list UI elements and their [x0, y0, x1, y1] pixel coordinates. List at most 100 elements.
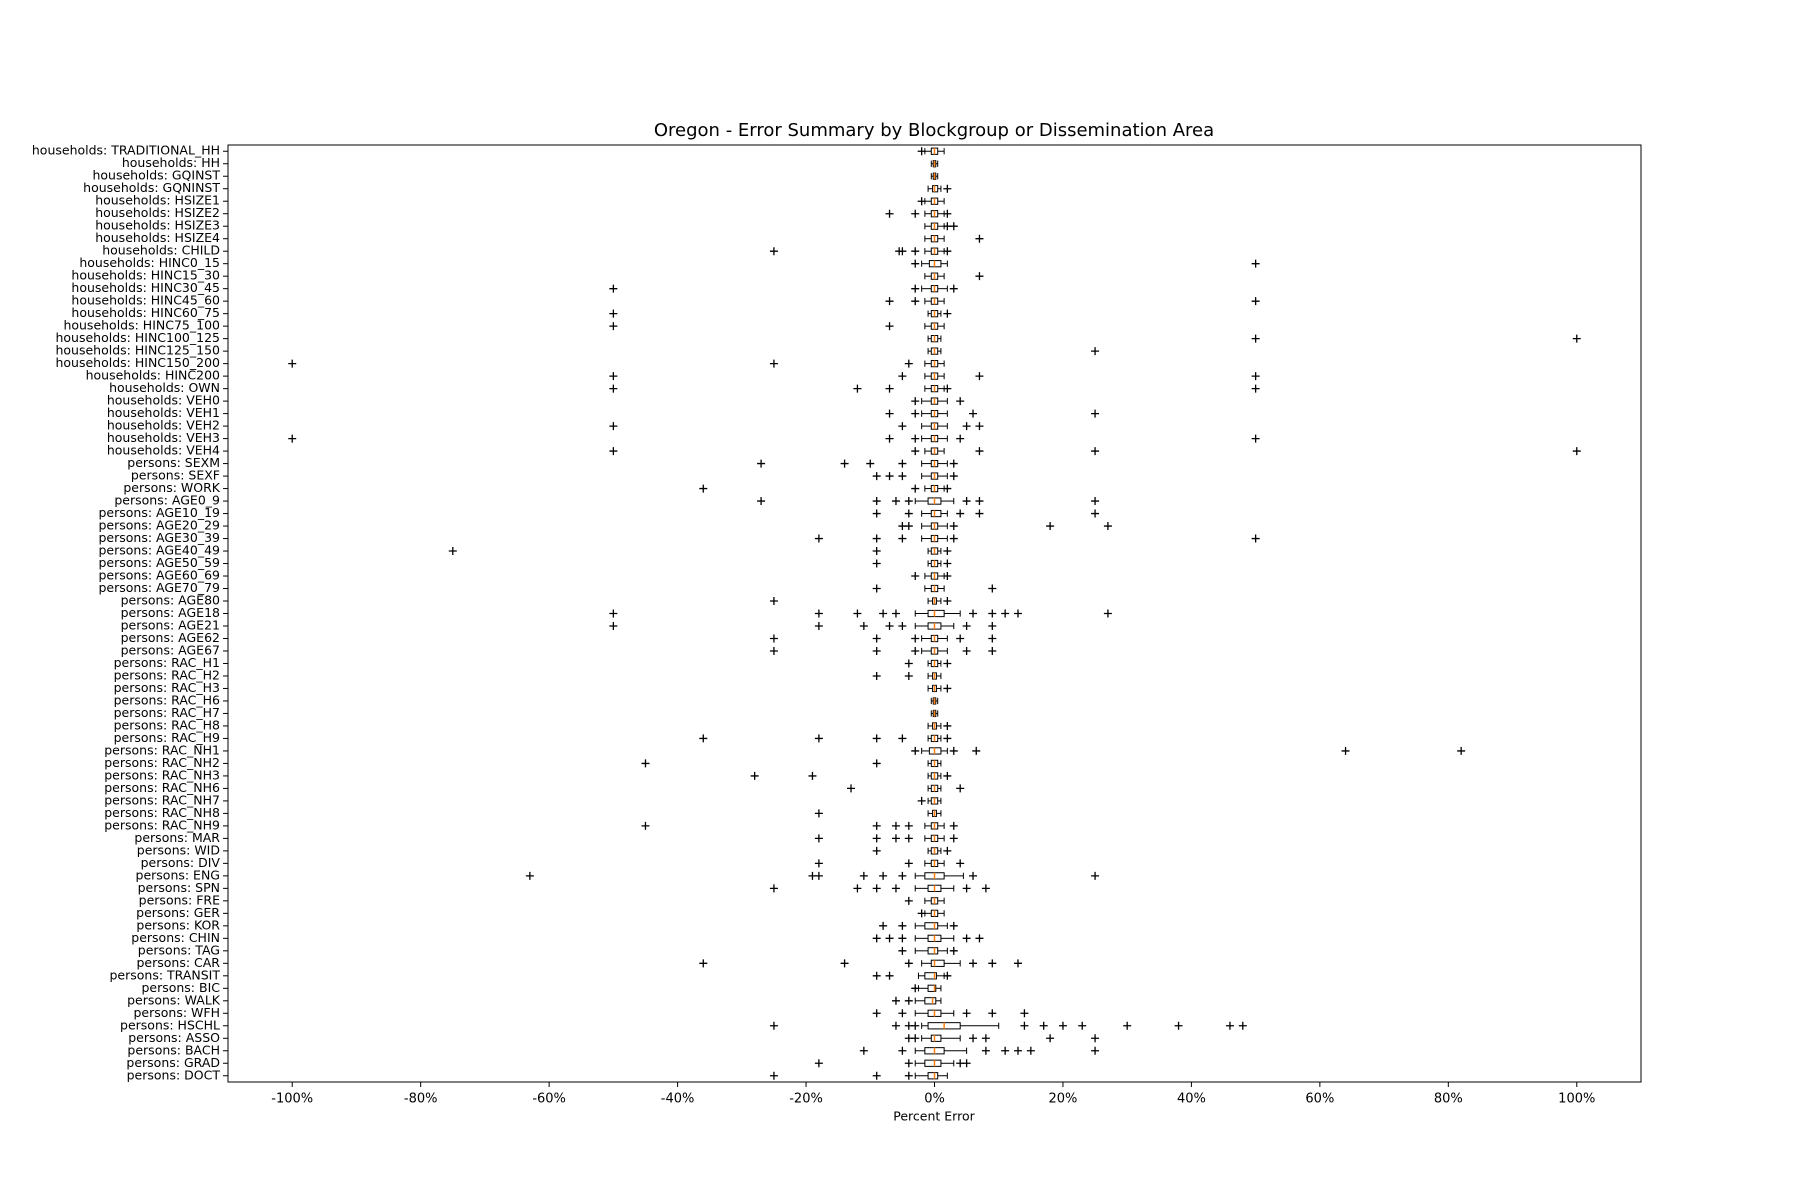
flier: [949, 746, 958, 755]
flier: [840, 959, 849, 968]
flier: [814, 534, 823, 543]
flier: [885, 297, 894, 306]
flier: [911, 1021, 920, 1030]
flier: [904, 509, 913, 518]
flier: [898, 1009, 907, 1018]
flier: [609, 284, 618, 293]
box: [930, 959, 945, 967]
y-tick-label: persons: AGE60_69: [98, 568, 220, 583]
flier: [1238, 1021, 1247, 1030]
y-tick-label: persons: ENG: [136, 867, 220, 882]
flier: [1020, 1021, 1029, 1030]
flier: [872, 734, 881, 743]
x-tick-label: 20%: [1049, 1092, 1078, 1107]
flier: [814, 834, 823, 843]
y-tick-label: persons: CHIN: [131, 930, 220, 945]
flier: [1091, 871, 1100, 880]
y-tick-label: persons: AGE80: [121, 593, 220, 608]
x-tick-label: 100%: [1558, 1092, 1595, 1107]
y-tick-label: persons: AGE62: [121, 630, 220, 645]
flier: [808, 771, 817, 780]
y-tick-label: persons: WFH: [134, 1005, 221, 1020]
flier: [988, 621, 997, 630]
y-tick-label: persons: MAR: [134, 830, 220, 845]
flier: [962, 1009, 971, 1018]
flier: [609, 422, 618, 431]
y-tick-label: households: VEH0: [107, 393, 220, 408]
flier: [891, 609, 900, 618]
flier: [904, 834, 913, 843]
flier: [975, 422, 984, 431]
flier: [885, 209, 894, 218]
flier: [988, 959, 997, 968]
flier: [962, 646, 971, 655]
flier: [1251, 534, 1260, 543]
y-tick-label: households: TRADITIONAL_HH: [32, 143, 220, 158]
flier: [872, 971, 881, 980]
flier: [898, 946, 907, 955]
flier: [1020, 1009, 1029, 1018]
y-tick-label: persons: SEXM: [127, 455, 220, 470]
flier: [898, 921, 907, 930]
y-tick-label: households: HINC15_30: [71, 268, 220, 283]
flier: [288, 359, 297, 368]
flier: [609, 322, 618, 331]
box: [930, 1034, 942, 1042]
flier: [814, 609, 823, 618]
y-tick-label: persons: BIC: [141, 980, 220, 995]
flier: [1251, 384, 1260, 393]
flier: [975, 272, 984, 281]
flier: [699, 959, 708, 968]
y-tick-label: persons: GRAD: [126, 1055, 220, 1070]
flier: [872, 1071, 881, 1080]
flier: [962, 934, 971, 943]
flier: [891, 497, 900, 506]
flier: [641, 821, 650, 830]
x-tick-label: 40%: [1177, 1092, 1206, 1107]
flier: [885, 472, 894, 481]
flier: [911, 259, 920, 268]
flier: [962, 1059, 971, 1068]
x-axis-label: Percent Error: [893, 1109, 975, 1124]
flier: [943, 484, 952, 493]
flier: [943, 721, 952, 730]
y-tick-label: persons: WID: [137, 842, 220, 857]
box: [927, 984, 937, 992]
flier: [1046, 1034, 1055, 1043]
y-tick-label: households: HINC0_15: [79, 255, 220, 270]
flier: [898, 422, 907, 431]
y-tick-label: persons: AGE67: [121, 642, 220, 657]
flier: [757, 459, 766, 468]
flier: [943, 734, 952, 743]
flier: [898, 934, 907, 943]
flier: [1058, 1021, 1067, 1030]
box: [924, 972, 937, 980]
flier: [872, 497, 881, 506]
flier: [872, 584, 881, 593]
y-tick-label: households: HSIZE1: [95, 193, 220, 208]
flier: [956, 434, 965, 443]
flier: [872, 759, 881, 768]
chart-title: Oregon - Error Summary by Blockgroup or …: [654, 120, 1214, 141]
flier: [769, 1021, 778, 1030]
flier: [911, 646, 920, 655]
y-tick-label: persons: KOR: [136, 917, 220, 932]
flier: [1103, 522, 1112, 531]
flier: [853, 609, 862, 618]
flier: [972, 746, 981, 755]
flier: [943, 309, 952, 318]
flier: [904, 671, 913, 680]
flier: [872, 834, 881, 843]
flier: [872, 534, 881, 543]
y-tick-label: persons: WALK: [127, 992, 221, 1007]
flier: [769, 646, 778, 655]
flier: [872, 846, 881, 855]
flier: [956, 859, 965, 868]
flier: [872, 884, 881, 893]
flier: [949, 921, 958, 930]
flier: [988, 584, 997, 593]
y-tick-label: households: OWN: [109, 380, 220, 395]
flier: [956, 397, 965, 406]
y-tick-label: persons: GER: [136, 905, 220, 920]
y-tick-label: households: HINC125_150: [55, 343, 220, 358]
